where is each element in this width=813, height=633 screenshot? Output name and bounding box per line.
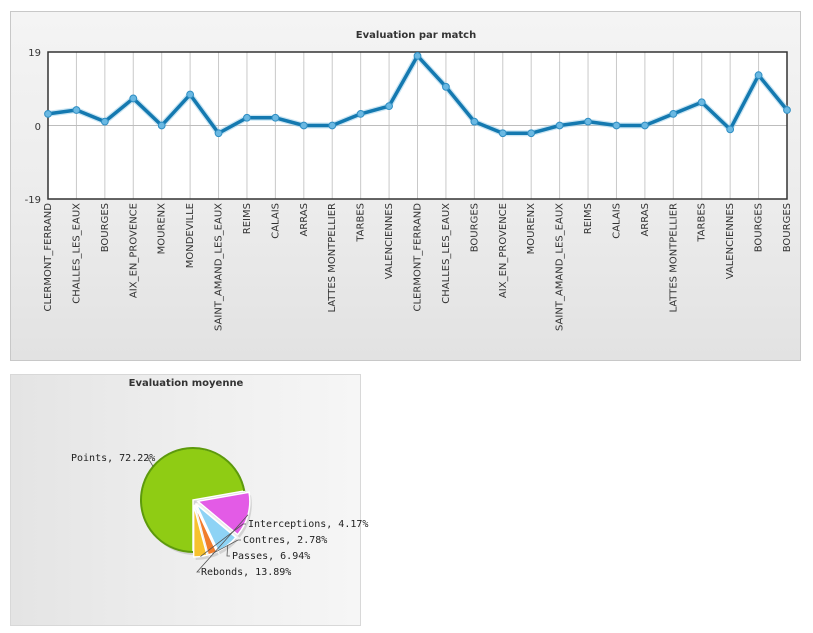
x-tick-label: CHALLES_LES_EAUX bbox=[441, 203, 452, 304]
line-chart-series bbox=[44, 51, 791, 138]
pie-label-contres: Contres, 2.78% bbox=[243, 535, 327, 546]
x-tick-label: CALAIS bbox=[611, 203, 622, 239]
x-tick-label: SAINT_AMAND_LES_EAUX bbox=[555, 203, 566, 331]
x-tick-label: BOURGES bbox=[469, 203, 480, 252]
data-point bbox=[44, 109, 52, 118]
pie-label-passes: Passes, 6.94% bbox=[232, 551, 310, 562]
pie-leader-line bbox=[196, 514, 249, 573]
data-point bbox=[726, 125, 735, 134]
data-point bbox=[356, 109, 365, 118]
x-tick-label: CHALLES_LES_EAUX bbox=[71, 203, 82, 304]
data-point bbox=[271, 113, 280, 122]
x-tick-label: CLERMONT_FERRAND bbox=[413, 203, 424, 312]
pie-label-points: Points, 72.22% bbox=[71, 453, 155, 464]
line-chart-y-ticks: 19 0 -19 bbox=[25, 48, 41, 206]
x-tick-label: TARBES bbox=[697, 203, 708, 243]
x-tick-label: REIMS bbox=[242, 203, 253, 234]
data-point bbox=[72, 106, 81, 114]
x-tick-label: MOURENX bbox=[157, 203, 168, 255]
data-point bbox=[186, 90, 195, 99]
x-tick-label: AIX_EN_PROVENCE bbox=[498, 203, 509, 298]
data-point bbox=[100, 117, 109, 126]
data-point bbox=[697, 98, 706, 107]
pie-label-interceptions: Interceptions, 4.17% bbox=[248, 519, 368, 530]
data-point bbox=[754, 71, 763, 80]
data-point bbox=[157, 121, 166, 130]
data-point bbox=[328, 121, 337, 130]
pie-chart-panel: Evaluation moyenne Points, 72.22% Rebonds… bbox=[10, 374, 368, 626]
pie-leader-line bbox=[226, 545, 230, 557]
data-point bbox=[555, 121, 564, 130]
data-point bbox=[413, 51, 422, 60]
x-tick-label: LATTES MONTPELLIER bbox=[668, 203, 679, 313]
x-tick-label: VALENCIENNES bbox=[725, 203, 736, 279]
pie-chart-slices bbox=[140, 447, 252, 560]
data-point bbox=[470, 117, 479, 126]
data-point bbox=[243, 113, 251, 122]
line-chart: Evaluation par match 19 0 -19 CLERMONT_F… bbox=[25, 30, 793, 331]
y-tick-max: 19 bbox=[28, 48, 41, 59]
data-point bbox=[527, 129, 536, 138]
pie-slice-rim bbox=[140, 447, 246, 553]
x-tick-label: BOURGES bbox=[782, 203, 793, 252]
x-tick-label: REIMS bbox=[583, 203, 594, 234]
x-tick-label: MOURENX bbox=[526, 203, 537, 255]
x-tick-label: MONDEVILLE bbox=[185, 203, 196, 268]
x-tick-label: BOURGES bbox=[100, 203, 111, 252]
x-tick-label: BOURGES bbox=[754, 203, 765, 252]
data-point bbox=[442, 82, 450, 91]
x-tick-label: ARRAS bbox=[640, 203, 651, 237]
data-point bbox=[783, 106, 791, 114]
data-point bbox=[498, 129, 507, 138]
data-point bbox=[214, 129, 223, 138]
pie-leader-line bbox=[147, 457, 154, 467]
pie-chart-labels: Points, 72.22% Rebonds, 13.89% Passes, 6.9… bbox=[71, 453, 368, 578]
x-tick-label: AIX_EN_PROVENCE bbox=[128, 203, 139, 298]
data-point bbox=[612, 121, 621, 130]
data-point bbox=[669, 109, 678, 118]
x-tick-label: LATTES MONTPELLIER bbox=[327, 203, 338, 313]
x-tick-label: ARRAS bbox=[299, 203, 310, 237]
y-tick-min: -19 bbox=[25, 195, 41, 206]
line-chart-panel: Evaluation par match 19 0 -19 CLERMONT_F… bbox=[10, 11, 801, 361]
y-tick-zero: 0 bbox=[35, 122, 41, 133]
x-tick-label: TARBES bbox=[356, 203, 367, 243]
data-point bbox=[584, 117, 592, 126]
pie-leader-line bbox=[200, 523, 246, 557]
x-tick-label: CLERMONT_FERRAND bbox=[43, 203, 54, 312]
line-chart-x-labels: CLERMONT_FERRAND CHALLES_LES_EAUX BOURGES A… bbox=[43, 203, 793, 331]
x-tick-label: SAINT_AMAND_LES_EAUX bbox=[214, 203, 225, 331]
pie-label-rebonds: Rebonds, 13.89% bbox=[201, 567, 291, 578]
x-tick-label: VALENCIENNES bbox=[384, 203, 395, 279]
data-point bbox=[299, 121, 308, 130]
x-tick-label: CALAIS bbox=[270, 203, 281, 239]
pie-chart-title: Evaluation moyenne bbox=[129, 378, 244, 389]
pie-leader-line bbox=[212, 539, 241, 554]
line-chart-title: Evaluation par match bbox=[356, 30, 476, 41]
data-point bbox=[129, 94, 138, 103]
data-point bbox=[385, 102, 393, 111]
pie-chart: Evaluation moyenne Points, 72.22% Rebonds… bbox=[71, 378, 368, 578]
data-point bbox=[640, 121, 649, 130]
